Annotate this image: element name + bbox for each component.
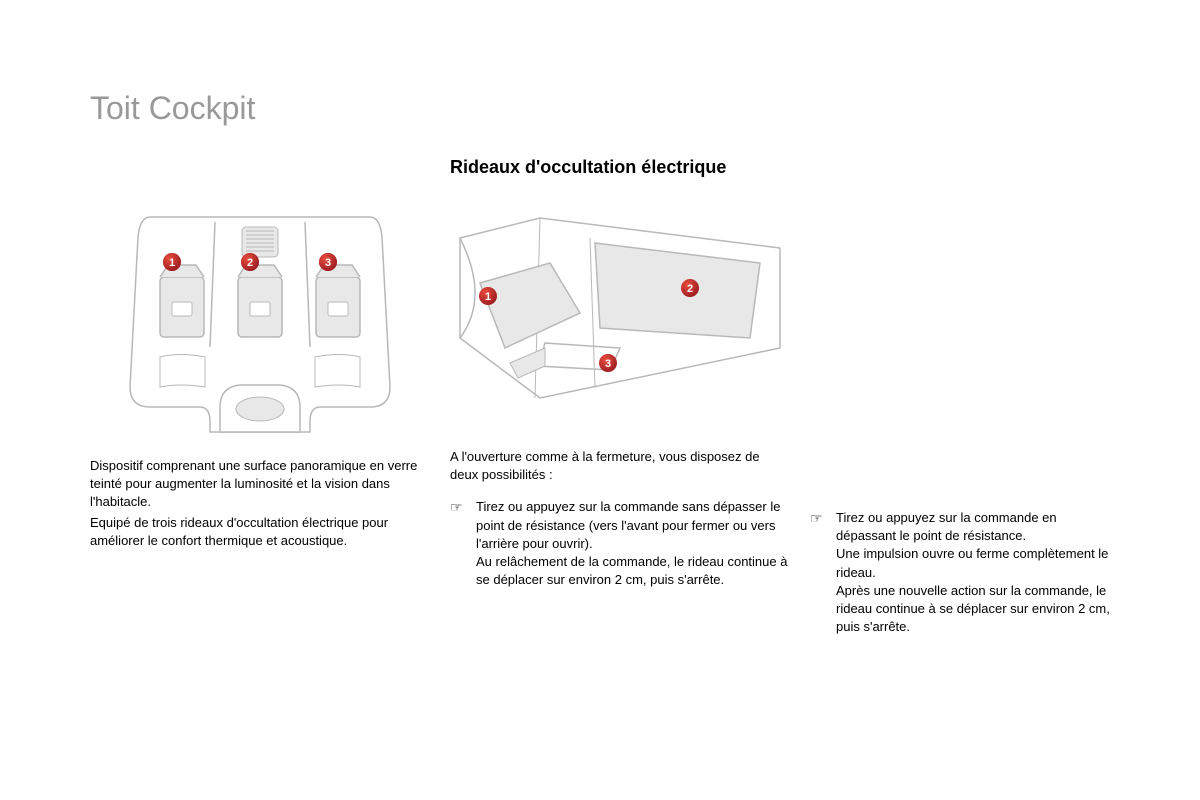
col1-para-1: Dispositif comprenant une surface panora… — [90, 457, 430, 512]
hand-icon: ☞ — [810, 509, 824, 636]
content-columns: 1 2 3 — [90, 157, 1120, 636]
col1-text: Dispositif comprenant une surface panora… — [90, 457, 430, 552]
diagram-roof-panels: 1 2 3 — [450, 198, 790, 428]
svg-text:3: 3 — [605, 358, 611, 370]
callout-2: 2 — [241, 253, 259, 271]
callout-3: 3 — [599, 354, 617, 372]
page-title: Toit Cockpit — [90, 90, 1120, 127]
diagram-overhead-console: 1 2 3 — [90, 207, 430, 437]
svg-text:1: 1 — [169, 257, 175, 269]
callout-2: 2 — [681, 279, 699, 297]
column-1: 1 2 3 — [90, 157, 430, 636]
col1-para-2: Equipé de trois rideaux d'occultation él… — [90, 514, 430, 550]
section-heading: Rideaux d'occultation électrique — [450, 157, 790, 178]
callout-1: 1 — [479, 287, 497, 305]
col2-intro: A l'ouverture comme à la fermeture, vous… — [450, 448, 790, 484]
svg-text:1: 1 — [485, 291, 491, 303]
col3-bullet-text: Tirez ou appuyez sur la commande en dépa… — [836, 509, 1120, 636]
col2-bullet-text: Tirez ou appuyez sur la commande sans dé… — [476, 498, 790, 589]
col3-bullet: ☞ Tirez ou appuyez sur la commande en dé… — [810, 509, 1120, 636]
column-2: Rideaux d'occultation électrique — [450, 157, 790, 636]
hand-icon: ☞ — [450, 498, 464, 589]
column-3: ☞ Tirez ou appuyez sur la commande en dé… — [810, 157, 1120, 636]
svg-text:3: 3 — [325, 257, 331, 269]
svg-text:2: 2 — [247, 257, 253, 269]
svg-text:2: 2 — [687, 283, 693, 295]
callout-3: 3 — [319, 253, 337, 271]
callout-1: 1 — [163, 253, 181, 271]
col2-bullet: ☞ Tirez ou appuyez sur la commande sans … — [450, 498, 790, 589]
